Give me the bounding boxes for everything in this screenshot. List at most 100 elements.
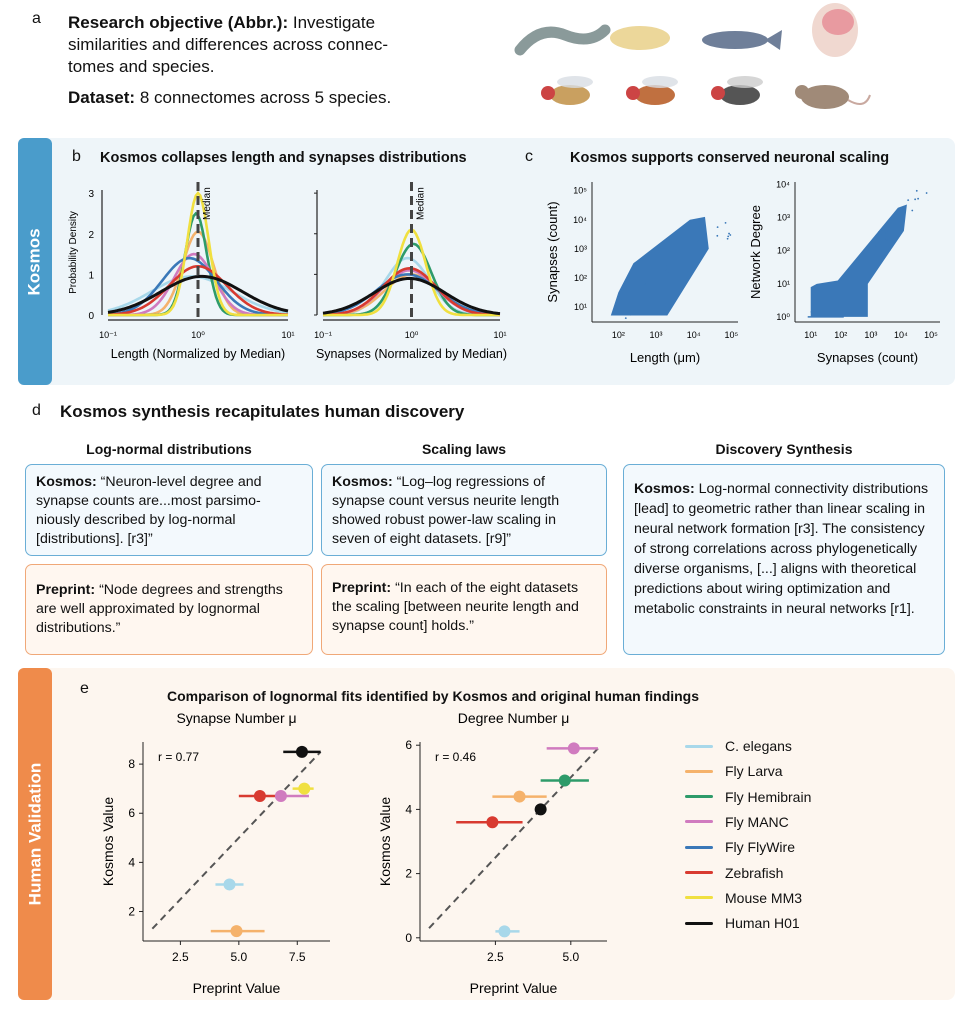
scatter-point <box>696 239 699 242</box>
scatter-point-cloud <box>610 216 709 316</box>
y-axis-label: Probability Density <box>68 211 79 294</box>
panel-e-letter: e <box>80 680 89 697</box>
kosmos-tab-label: Kosmos <box>25 227 45 296</box>
y-tick-label: 0 <box>405 931 412 945</box>
scatter-point <box>727 235 730 238</box>
x-tick-label: 10⁻¹ <box>99 330 117 340</box>
scatter-point <box>643 282 646 285</box>
legend-label: C. elegans <box>725 738 792 754</box>
scatter-point <box>915 189 918 192</box>
data-point-zebrafish <box>486 816 499 829</box>
density-curve-mouse-mm3 <box>108 191 288 317</box>
density-curve-human-h01 <box>107 274 289 314</box>
data-point-fly-larva <box>513 790 526 803</box>
panel-b-title: Kosmos collapses length and synapses dis… <box>100 150 467 166</box>
correlation-annotation: r = 0.77 <box>158 750 199 764</box>
y-tick-label: 6 <box>405 738 412 752</box>
y-tick-label: 8 <box>128 757 135 771</box>
fly-icon <box>711 76 763 105</box>
identity-line <box>151 751 322 930</box>
y-tick-label: 10⁴ <box>573 215 587 225</box>
quote-text: “In each of the eight datasets the scali… <box>332 580 579 634</box>
fly-icon <box>541 76 593 105</box>
column-header-scaling: Scaling laws <box>421 441 507 457</box>
kosmos-section <box>18 138 955 385</box>
panel-a-letter: a <box>32 10 41 27</box>
y-tick-label: 6 <box>128 806 135 820</box>
scatter-point <box>911 209 914 212</box>
data-point-fly-larva <box>230 925 243 938</box>
legend-label: Fly MANC <box>725 813 789 830</box>
column-header-synthesis: Discovery Synthesis <box>715 441 853 457</box>
y-tick-label: 0 <box>88 311 94 322</box>
scatter-point <box>887 230 890 233</box>
correlation-annotation: r = 0.46 <box>435 750 476 764</box>
x-axis-label: Preprint Value <box>470 980 558 996</box>
quote-label: Preprint: <box>332 580 392 596</box>
legend-item: Fly MANC <box>685 814 789 830</box>
x-tick-label: 10¹ <box>804 330 817 340</box>
x-tick-label: 10³ <box>864 330 877 340</box>
scatter-point <box>726 237 729 240</box>
quote-label: Preprint: <box>36 582 96 598</box>
data-point-c-elegans <box>223 878 236 891</box>
y-tick-label: 10² <box>777 246 790 256</box>
y-tick-label: 4 <box>405 802 412 816</box>
zebrafish-icon <box>702 30 782 50</box>
legend-swatch <box>685 921 713 925</box>
scatter-point <box>728 232 730 235</box>
data-point-fly-manc <box>274 790 287 803</box>
legend-swatch <box>685 744 713 748</box>
y-tick-label: 10¹ <box>777 279 790 289</box>
quote-label: Kosmos: <box>332 474 393 490</box>
x-tick-label: 10⁰ <box>405 330 419 340</box>
panel-d-letter: d <box>32 402 41 419</box>
x-tick-label: 5.0 <box>562 950 579 964</box>
y-tick-label: 1 <box>88 270 94 281</box>
y-tick-label: 4 <box>128 855 135 869</box>
panel-b-charts: 10⁻¹ 10⁰ 10¹ 0 1 2 3 Median Length (Normalized b… <box>68 182 507 361</box>
human-brain-icon <box>812 3 858 57</box>
kosmos-quote-lognormal: Kosmos: “Neuron-level degree and synapse… <box>25 464 313 556</box>
worm-icon <box>514 24 611 56</box>
x-tick-label: 10⁴ <box>687 330 701 340</box>
quote-text: Log-normal connectivity distributions [l… <box>634 481 929 617</box>
x-tick-label: 5.0 <box>230 950 247 964</box>
x-tick-label: 10² <box>612 330 625 340</box>
y-tick-label: 2 <box>405 867 412 881</box>
x-axis-label: Length (Normalized by Median) <box>111 347 285 361</box>
scatter-point <box>620 301 623 304</box>
x-axis-label: Preprint Value <box>193 980 281 996</box>
data-point-c-elegans <box>498 925 511 938</box>
scatter-point <box>621 298 624 301</box>
y-tick-label: 10³ <box>777 213 790 223</box>
y-tick-label: 10⁰ <box>776 312 790 322</box>
quote-text: “Neuron-level degree and synapse counts … <box>36 474 262 547</box>
column-header-lognormal: Log-normal distributions <box>86 441 252 457</box>
legend-item: C. elegans <box>685 738 792 754</box>
legend-label: Mouse MM3 <box>725 889 803 906</box>
legend-swatch <box>685 820 713 824</box>
scatter-point <box>694 248 697 251</box>
x-tick-label: 10² <box>834 330 847 340</box>
x-tick-label: 2.5 <box>172 950 189 964</box>
preprint-quote-lognormal: Preprint: “Node degrees and strengths ar… <box>25 564 313 655</box>
scatter-point <box>649 296 651 298</box>
y-tick-label: 10³ <box>574 244 587 254</box>
fly-icon <box>626 76 678 105</box>
x-tick-label: 10¹ <box>281 330 294 340</box>
scatter-point <box>896 219 898 221</box>
median-label: Median <box>202 187 213 220</box>
x-tick-label: 10¹ <box>493 330 506 340</box>
scatter-point <box>679 261 682 263</box>
y-axis-label: Synapses (count) <box>545 201 560 302</box>
y-tick-label: 2 <box>88 230 94 241</box>
panel-e-charts: Synapse Number μ 2.5 5.0 7.5 2 4 6 8 r = 0.77 Pre… <box>100 710 607 996</box>
x-tick-label: 10⁴ <box>894 330 908 340</box>
objective-label: Research objective (Abbr.): <box>68 13 289 32</box>
scatter-point <box>873 254 876 257</box>
scatter-point <box>907 199 910 201</box>
panel-b-letter: b <box>72 148 81 165</box>
y-tick-label: 10⁵ <box>573 186 587 196</box>
legend-swatch <box>685 795 713 799</box>
